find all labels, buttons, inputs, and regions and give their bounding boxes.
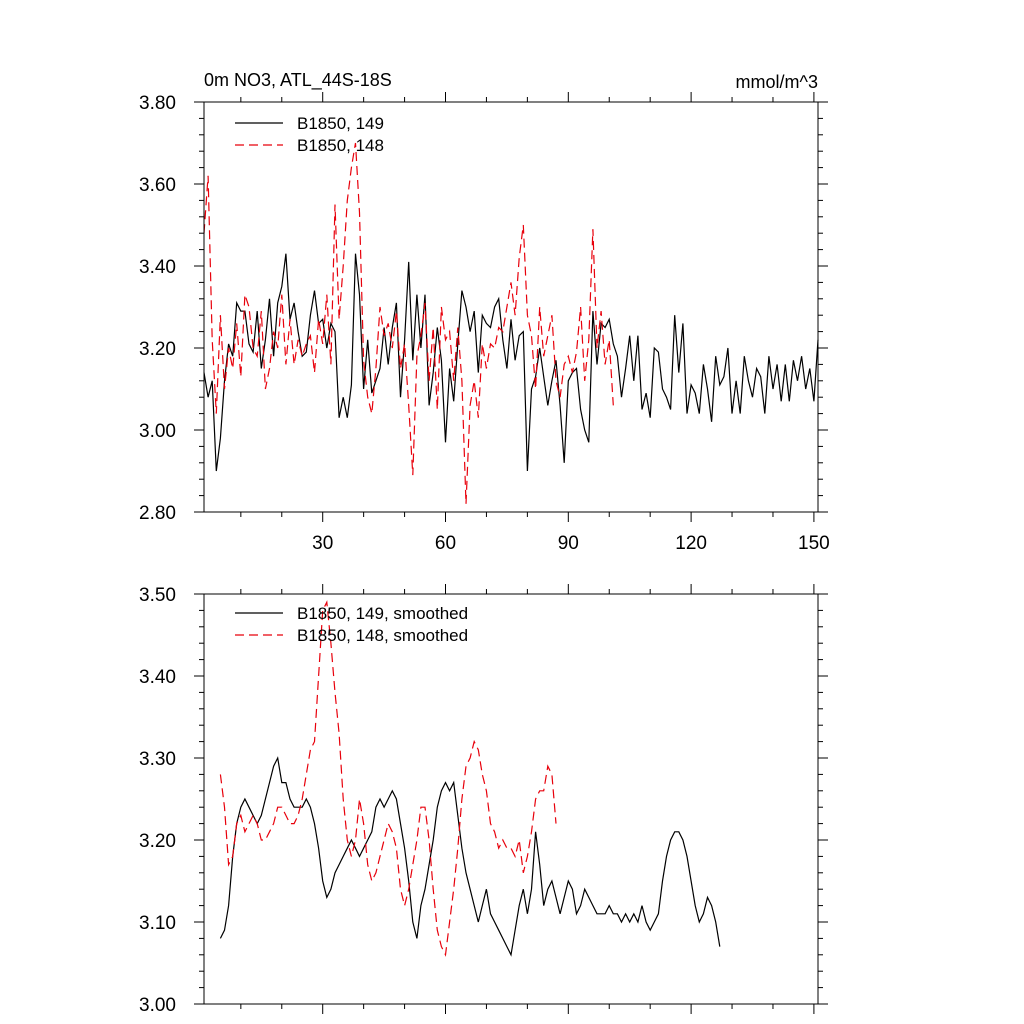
x-tick-label: 90	[558, 533, 579, 554]
x-tick-label: 150	[798, 533, 830, 554]
x-tick-label: 120	[675, 533, 707, 554]
legend-label-148: B1850, 148	[297, 136, 384, 155]
top-panel: 0m NO3, ATL_44S-18S mmol/m^3 30 60 90 120 15…	[139, 70, 830, 554]
top-series-line-149	[203, 253, 819, 472]
top-panel-legend: B1850, 149 B1850, 148	[235, 114, 384, 155]
y-tick-label: 3.80	[139, 93, 176, 114]
x-tick-label: 60	[435, 533, 456, 554]
y-tick-label: 3.40	[139, 667, 176, 688]
y-tick-label: 3.20	[139, 339, 176, 360]
y-tick-label: 3.10	[139, 913, 176, 934]
y-tick-label: 3.30	[139, 749, 176, 770]
y-tick-label: 3.60	[139, 175, 176, 196]
bottom-series-line-149	[219, 756, 721, 957]
top-panel-series	[203, 142, 819, 504]
top-series-line-148	[203, 142, 614, 504]
y-tick-label: 3.40	[139, 257, 176, 278]
legend-label-148-smoothed: B1850, 148, smoothed	[297, 626, 468, 645]
y-tick-label: 3.00	[139, 421, 176, 442]
top-panel-ticks: 30 60 90 120 150 2.80 3.00 3.20 3.40 3.60 3.80	[139, 92, 830, 554]
y-tick-label: 3.50	[139, 585, 176, 606]
y-tick-label: 3.00	[139, 995, 176, 1016]
bottom-panel-frame	[203, 593, 819, 1005]
legend-label-149-smoothed: B1850, 149, smoothed	[297, 604, 468, 623]
y-tick-label: 3.20	[139, 831, 176, 852]
top-panel-frame	[203, 101, 819, 513]
top-panel-title: 0m NO3, ATL_44S-18S	[204, 70, 392, 91]
legend-label-149: B1850, 149	[297, 114, 384, 133]
x-tick-label: 30	[312, 533, 333, 554]
bottom-panel: 3.00 3.10 3.20 3.30 3.40 3.50 B1850, 149, smo…	[139, 584, 828, 1016]
y-tick-label: 2.80	[139, 503, 176, 524]
bottom-panel-legend: B1850, 149, smoothed B1850, 148, smoothe…	[235, 604, 468, 645]
top-panel-units: mmol/m^3	[736, 72, 818, 92]
bottom-panel-ticks: 3.00 3.10 3.20 3.30 3.40 3.50	[139, 584, 828, 1016]
bottom-panel-series	[219, 600, 721, 957]
bottom-series-line-148	[219, 600, 557, 957]
